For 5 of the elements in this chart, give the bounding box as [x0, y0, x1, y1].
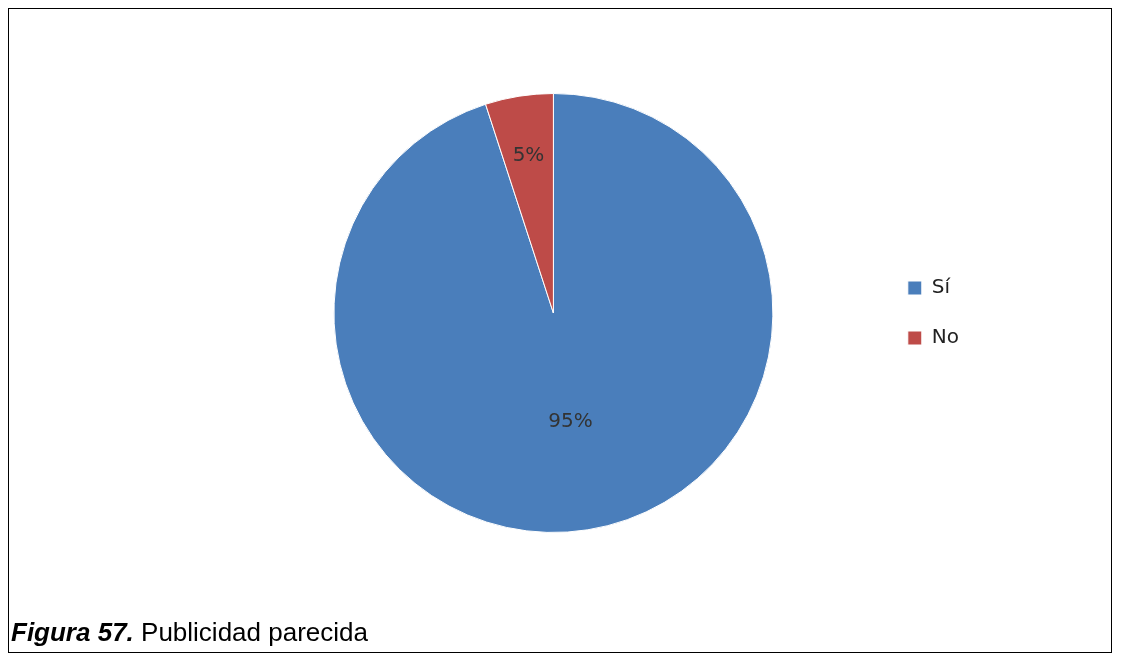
text: Figura 57. Publicidad parecida	[11, 617, 368, 647]
data-label: 5%	[512, 142, 545, 167]
data-label: 95%	[548, 407, 593, 432]
legend-label: Sí	[931, 274, 952, 299]
legend-label: No	[931, 324, 960, 349]
